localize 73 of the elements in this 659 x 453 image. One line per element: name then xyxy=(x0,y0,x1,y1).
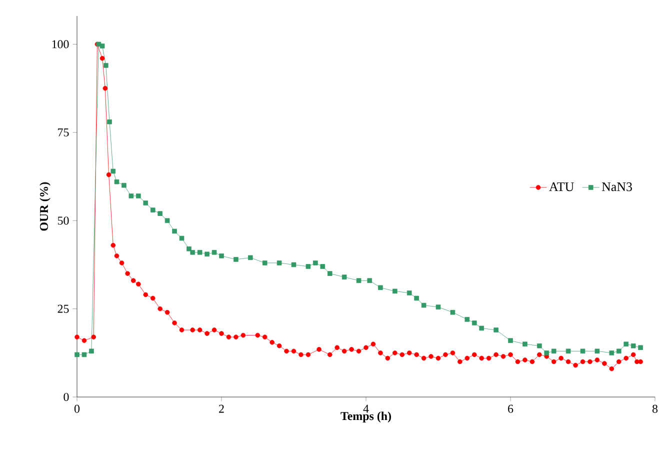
point xyxy=(638,345,643,350)
point xyxy=(609,350,614,356)
point xyxy=(580,348,586,354)
point xyxy=(494,328,498,332)
point xyxy=(114,179,120,184)
point xyxy=(392,288,398,294)
point xyxy=(566,348,571,354)
point xyxy=(197,250,202,255)
point xyxy=(414,296,419,301)
point xyxy=(262,260,268,266)
point xyxy=(342,274,347,280)
point xyxy=(479,326,484,331)
point xyxy=(204,252,210,257)
x-tick-label: 0 xyxy=(74,404,80,413)
x-tick-label: 8 xyxy=(652,404,658,413)
point xyxy=(143,200,148,206)
point xyxy=(136,194,141,198)
point xyxy=(150,208,156,212)
x-tick-label: 4 xyxy=(363,404,369,413)
y-tick-label: 0 xyxy=(64,392,69,402)
point xyxy=(107,119,112,124)
point xyxy=(234,257,238,262)
point xyxy=(190,250,195,255)
y-tick-label: 100 xyxy=(52,40,69,48)
point xyxy=(378,285,383,290)
point xyxy=(313,260,318,266)
point xyxy=(436,304,441,310)
point xyxy=(172,228,177,234)
point xyxy=(327,271,332,276)
point xyxy=(624,342,629,346)
x-tick-label: 6 xyxy=(508,404,514,413)
point xyxy=(186,246,192,252)
point xyxy=(320,264,326,269)
point xyxy=(128,194,134,198)
point xyxy=(522,342,528,346)
point xyxy=(74,352,80,358)
y-tick-label: 25 xyxy=(58,304,69,313)
point xyxy=(158,211,162,216)
y-axis-title: OUR (%) xyxy=(40,182,50,231)
point xyxy=(89,348,94,354)
point xyxy=(508,338,513,343)
point xyxy=(544,350,550,356)
point xyxy=(276,260,282,266)
point xyxy=(630,343,636,348)
point xyxy=(616,348,622,354)
point xyxy=(179,236,184,241)
x-axis-title: Temps (h) xyxy=(340,412,391,423)
point xyxy=(306,264,311,269)
point xyxy=(82,352,87,358)
point xyxy=(594,348,600,354)
point xyxy=(464,316,470,322)
point xyxy=(367,278,372,283)
point xyxy=(406,290,412,296)
point xyxy=(537,343,542,348)
y-tick-label: 50 xyxy=(58,216,69,225)
point xyxy=(219,253,224,258)
point xyxy=(164,218,170,224)
point xyxy=(291,262,296,268)
point xyxy=(421,302,426,308)
point xyxy=(104,62,108,68)
point xyxy=(450,310,456,315)
x-tick-label: 2 xyxy=(219,404,224,413)
point xyxy=(110,168,116,174)
legend-label: NaN3 xyxy=(602,182,632,192)
y-tick-label: 75 xyxy=(58,128,69,136)
point xyxy=(356,278,362,283)
point xyxy=(248,255,253,260)
point xyxy=(551,348,556,354)
point xyxy=(100,44,105,48)
point xyxy=(122,182,126,188)
legend-label: ATU xyxy=(549,182,574,192)
point xyxy=(212,250,217,255)
point xyxy=(472,320,477,326)
